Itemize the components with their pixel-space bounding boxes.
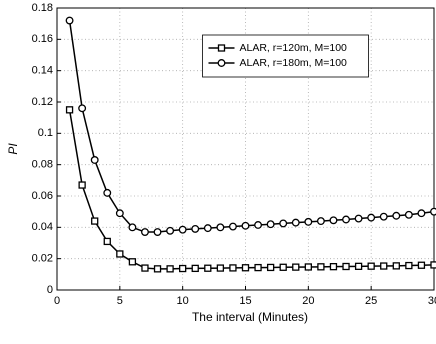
y-tick-label: 0 (47, 284, 53, 296)
marker (103, 237, 111, 246)
y-tick-label: 0.1 (38, 127, 53, 139)
marker (65, 16, 74, 25)
marker (405, 261, 413, 270)
y-tick-label: 0.18 (32, 2, 53, 14)
marker (417, 209, 426, 218)
x-tick-label: 0 (54, 295, 60, 307)
marker (304, 217, 313, 226)
y-tick-label: 0.04 (32, 221, 53, 233)
legend-box (202, 34, 369, 78)
marker (191, 224, 200, 233)
marker (329, 216, 338, 225)
marker (216, 264, 225, 272)
legend-label: ALAR, r=180m, M=100 (240, 57, 348, 69)
marker (78, 104, 87, 113)
marker (304, 263, 312, 271)
marker (254, 221, 263, 229)
marker (229, 264, 237, 272)
marker (91, 217, 99, 225)
marker (254, 263, 262, 272)
marker (342, 262, 350, 271)
marker (329, 263, 338, 271)
y-tick-label: 0.06 (32, 190, 53, 202)
marker (166, 226, 175, 235)
marker (103, 188, 112, 197)
marker (380, 262, 388, 270)
marker (241, 264, 250, 272)
legend: ALAR, r=120m, M=100 ALAR, r=180m, M=100 (202, 34, 369, 78)
marker (65, 106, 74, 114)
marker (128, 258, 137, 266)
marker (153, 228, 162, 236)
y-tick-label: 0.02 (32, 253, 53, 265)
marker (292, 263, 300, 271)
marker (191, 264, 199, 273)
marker (279, 263, 287, 271)
marker (430, 261, 436, 269)
marker (90, 156, 99, 164)
marker (279, 219, 288, 228)
legend-label: ALAR, r=120m, M=100 (240, 42, 348, 54)
x-tick-label: 25 (365, 295, 377, 307)
x-tick-label: 5 (117, 295, 123, 307)
marker (116, 250, 124, 258)
x-tick-label: 15 (239, 295, 251, 307)
marker (430, 207, 436, 216)
marker (179, 264, 187, 273)
marker (216, 223, 225, 232)
x-tick-label: 10 (177, 295, 189, 307)
marker (367, 262, 375, 270)
marker (392, 211, 401, 220)
marker (354, 214, 363, 223)
marker (153, 265, 162, 273)
marker (128, 223, 137, 232)
marker (417, 261, 426, 269)
x-tick-label: 30 (428, 295, 436, 307)
marker (291, 218, 300, 227)
marker (203, 224, 212, 233)
y-tick-label: 0.08 (32, 159, 53, 171)
marker (115, 209, 124, 218)
marker (354, 262, 363, 270)
marker (141, 264, 149, 272)
marker (266, 220, 275, 229)
legend-marker (217, 44, 226, 52)
marker (78, 181, 86, 189)
y-tick-label: 0.12 (32, 96, 53, 108)
y-tick-label: 0.14 (32, 65, 53, 77)
marker (166, 265, 174, 273)
x-tick-label: 20 (302, 295, 314, 307)
marker (241, 221, 250, 230)
marker (266, 263, 275, 272)
marker (379, 212, 388, 221)
plot-frame (56, 7, 435, 291)
marker (204, 264, 212, 272)
marker (342, 215, 350, 224)
marker (178, 225, 187, 234)
x-axis-label: The interval (Minutes) (192, 310, 308, 324)
marker (228, 222, 237, 231)
legend-marker (217, 59, 226, 67)
marker (367, 213, 376, 222)
marker (404, 210, 413, 219)
marker (392, 262, 400, 270)
marker (317, 263, 325, 271)
marker (141, 228, 149, 236)
y-axis-label: PI (6, 143, 20, 155)
marker (316, 217, 325, 226)
y-tick-label: 0.16 (32, 33, 53, 45)
